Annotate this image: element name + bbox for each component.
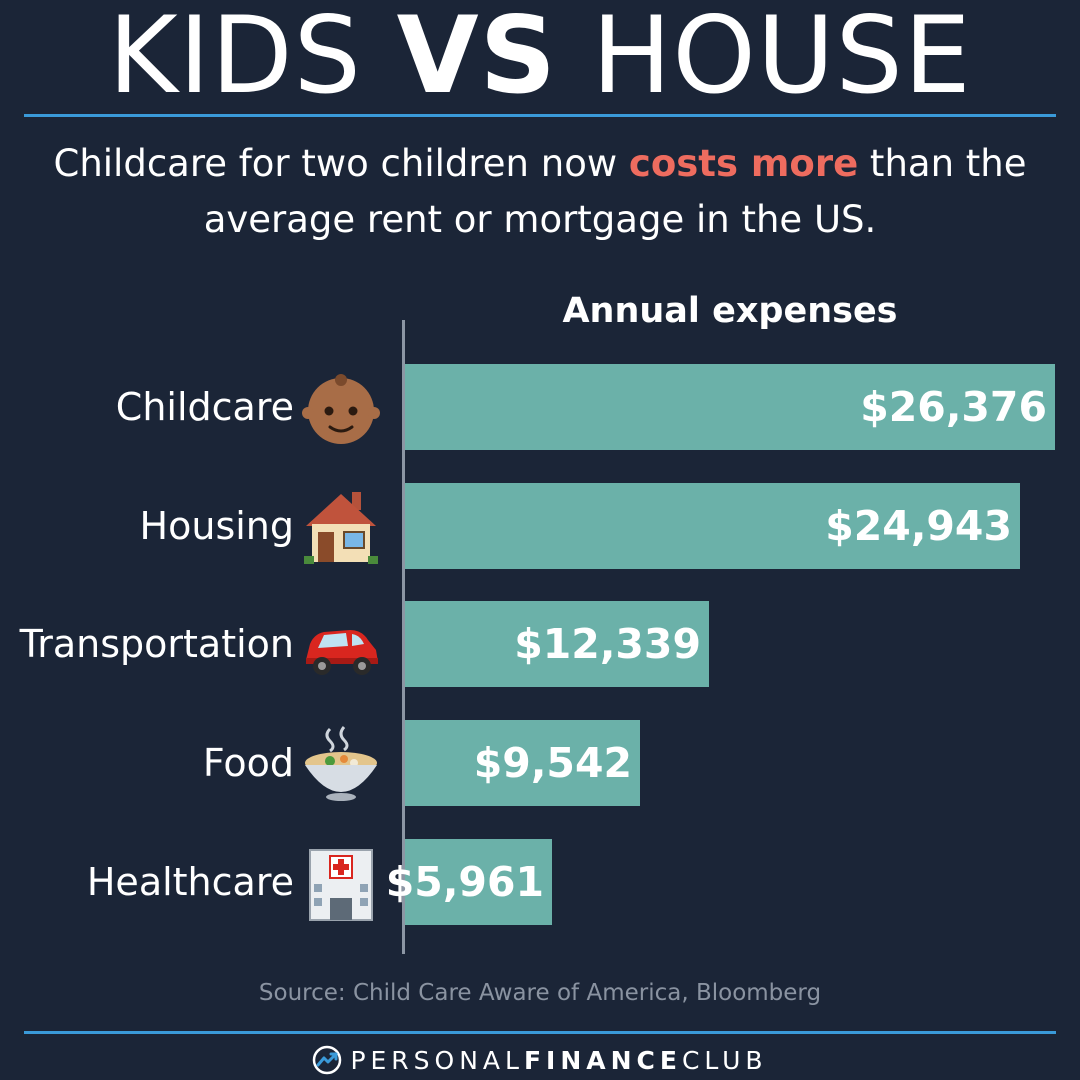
category-label: Transportation [19,622,294,666]
bar: $9,542 [405,720,640,806]
bottom-divider [24,1031,1056,1034]
finance-club-logo-icon [313,1045,342,1075]
bar: $26,376 [405,364,1055,450]
value-label: $9,542 [473,739,632,787]
subtitle-before: Childcare for two children now [53,142,629,185]
footer-brand: PERSONALFINANCECLUB [0,1042,1080,1078]
bar: $12,339 [405,601,709,687]
page-title: KIDS VS HOUSE [0,0,1080,112]
category-label: Food [202,741,294,785]
top-divider [24,114,1056,117]
category-label: Housing [139,504,294,548]
brand-name: PERSONALFINANCECLUB [350,1046,767,1075]
value-label: $24,943 [825,502,1012,550]
bar-row: Food $9,542 [0,720,1080,806]
hospital-icon [300,842,382,924]
bar: $24,943 [405,483,1020,569]
bar-row: Transportation $12,339 [0,601,1080,687]
brand-club: CLUB [681,1045,768,1075]
car-icon [300,604,382,686]
title-kids: KIDS [108,0,397,117]
subtitle-highlight: costs more [628,142,859,185]
subtitle-after: than the average rent or mortgage in the… [203,142,1027,241]
chart-title: Annual expenses [562,291,898,331]
title-vs: VS [396,0,558,117]
baby-icon [300,367,382,449]
value-label: $12,339 [514,620,701,668]
bar: $5,961 [386,839,552,925]
title-house: HOUSE [557,0,972,117]
source-note: Source: Child Care Aware of America, Blo… [258,980,822,1006]
bar-row: Childcare $26,376 [0,364,1080,450]
subtitle: Childcare for two children now costs mor… [20,136,1060,248]
bar-row: Housing $24,943 [0,483,1080,569]
value-label: $5,961 [385,858,544,906]
value-label: $26,376 [860,383,1047,431]
chart-axis-line [402,320,405,954]
category-label: Healthcare [86,860,294,904]
bar-row: Healthcare $5,961 [0,839,1080,925]
house-icon [300,486,382,568]
category-label: Childcare [115,385,294,429]
brand-finance: FINANCE [523,1045,682,1075]
stew-bowl-icon [300,723,382,805]
brand-personal: PERSONAL [350,1045,524,1075]
